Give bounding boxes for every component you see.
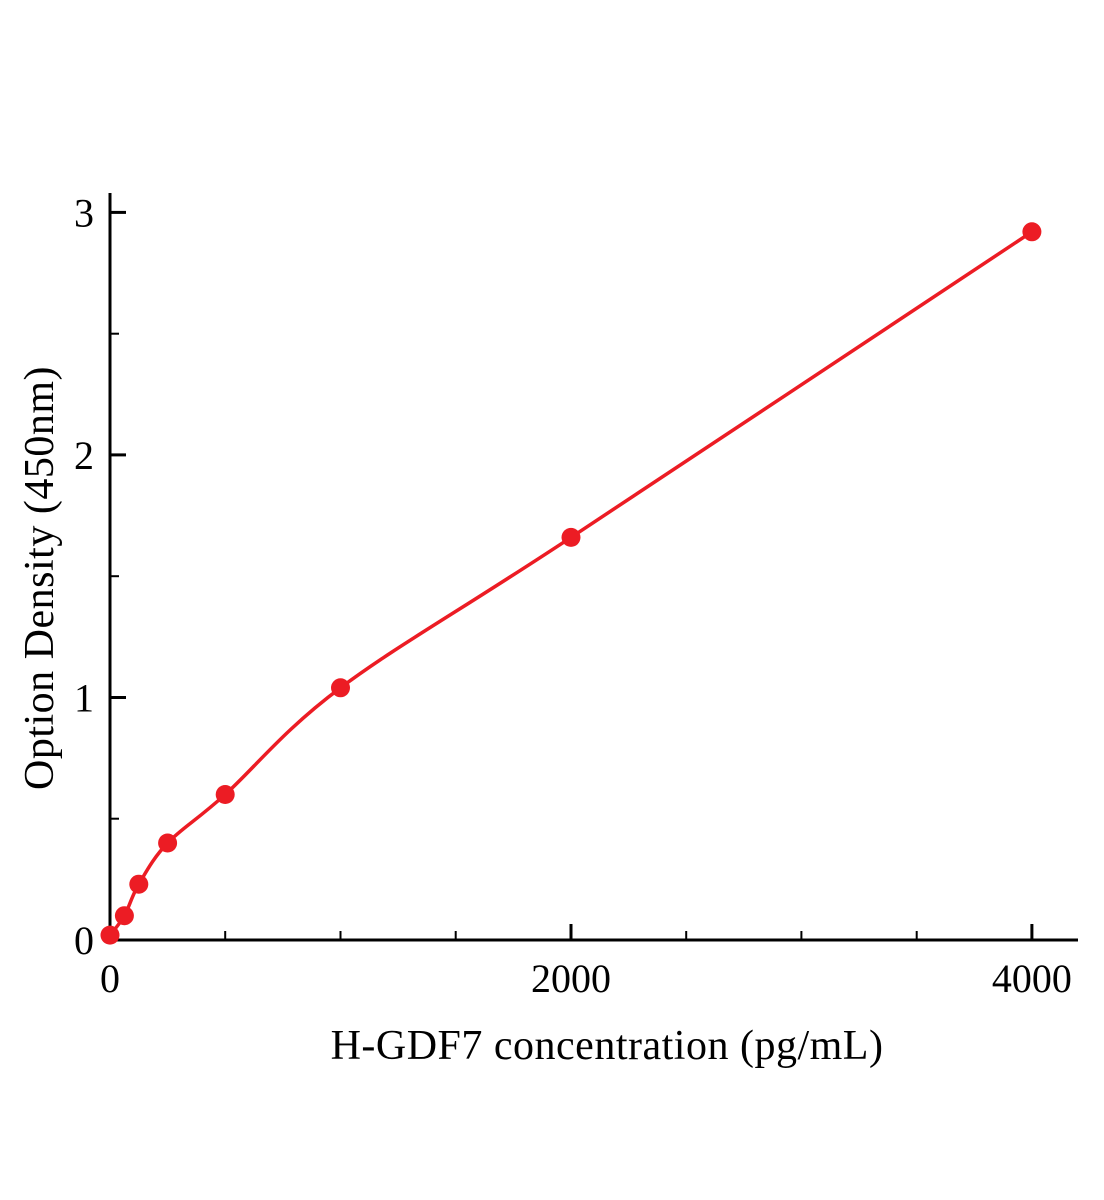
y-axis-title: Option Density (450nm)	[17, 366, 63, 790]
data-point	[561, 527, 581, 547]
data-point	[114, 906, 134, 926]
y-tick-label: 2	[74, 433, 94, 478]
data-point	[1022, 222, 1042, 242]
data-point	[129, 874, 149, 894]
data-point	[331, 678, 350, 698]
data-point	[215, 785, 235, 804]
axes-spines	[108, 193, 1078, 942]
data-point	[100, 925, 120, 945]
x-tick-label: 2000	[531, 956, 611, 1001]
y-tick-label: 3	[74, 190, 94, 235]
y-tick-label: 0	[74, 918, 94, 963]
x-tick-label: 0	[100, 956, 120, 1001]
x-axis-title: H-GDF7 concentration (pg/mL)	[330, 1023, 884, 1069]
fit-curve	[108, 230, 1033, 937]
data-point	[158, 833, 178, 853]
x-tick-label: 4000	[992, 956, 1072, 1001]
y-tick-label: 1	[74, 676, 94, 721]
